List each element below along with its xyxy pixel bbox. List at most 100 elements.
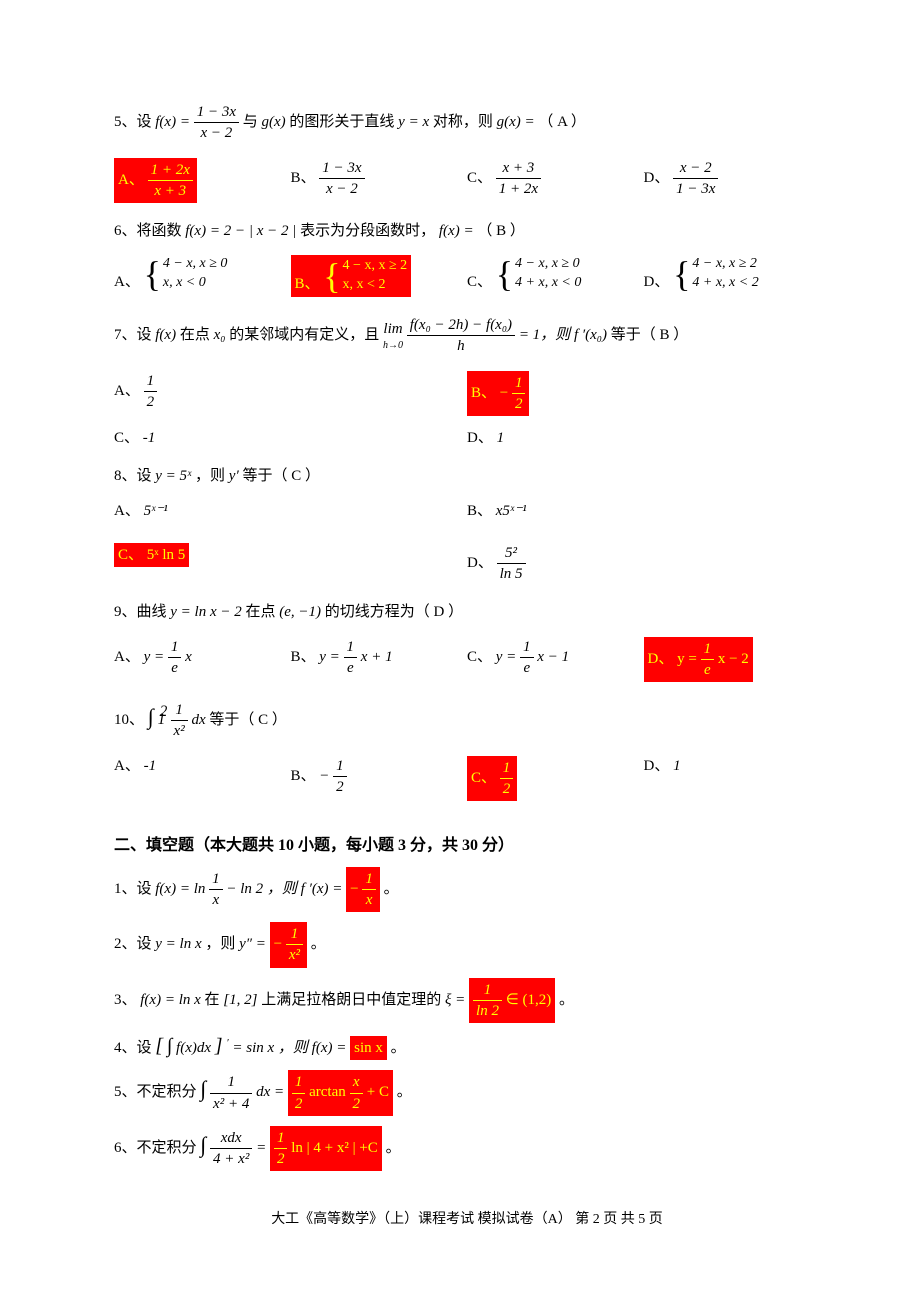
q9-b-pre: y = <box>319 649 343 665</box>
q6-fxeq: f(x) = <box>439 223 474 239</box>
q8-d-den: ln 5 <box>497 564 526 584</box>
q7-b-den: 2 <box>512 394 526 414</box>
q8-stem: 8、设 y = 5ˣ ，则 y′ 等于（ C ） <box>114 466 820 486</box>
q6-a-l2: x, x < 0 <box>163 274 228 293</box>
q5-a-hl: A、 1 + 2xx + 3 <box>114 158 197 204</box>
q5-opt-c: C、 x + 31 + 2x <box>467 158 644 204</box>
q8-options: A、 5ˣ⁻¹ B、 x5ˣ⁻¹ C、 5ˣ ln 5 D、 5²ln 5 <box>114 495 820 591</box>
q8-y: y = 5ˣ <box>155 468 191 484</box>
q5-mid1: 与 <box>243 114 258 130</box>
q8-opt-c: C、 5ˣ ln 5 <box>114 543 467 585</box>
q10-opt-a: A、 -1 <box>114 756 291 802</box>
q10-stem: 10、 ∫ 2 1 1x² dx 等于（ C ） <box>114 700 820 742</box>
f6-num: xdx <box>210 1128 252 1149</box>
f6-label: 6、不定积分 <box>114 1140 197 1156</box>
q10-d-letter: D、 <box>644 758 670 774</box>
f4-fx: f(x)dx <box>176 1040 211 1056</box>
f2-ansden: x² <box>286 945 303 965</box>
q10-int: ∫ <box>148 704 154 729</box>
f1-ans-hl: − 1x <box>346 867 380 913</box>
q7-eq1: = 1，则 <box>519 327 570 343</box>
q7-opt-a: A、 12 <box>114 371 467 417</box>
q6-options: A、 {4 − x, x ≥ 0 x, x < 0 B、 {4 − x, x ≥… <box>114 249 820 303</box>
q5-d-letter: D、 <box>644 170 670 186</box>
q10-c-letter: C、 <box>471 770 496 786</box>
q9-options: A、 y = 1e x B、 y = 1e x + 1 C、 y = 1e x … <box>114 631 820 689</box>
q5-fx-den: x − 2 <box>194 123 239 143</box>
f2-neg: − <box>274 936 282 952</box>
q8-opt-d: D、 5²ln 5 <box>467 543 820 585</box>
q9-c-post: x − 1 <box>537 649 569 665</box>
q5-line: y = x <box>398 114 429 130</box>
q9-c-letter: C、 <box>467 649 492 665</box>
q5-c-letter: C、 <box>467 170 492 186</box>
q8-c-letter: C、 <box>118 547 143 563</box>
q9-c-num: 1 <box>520 637 534 658</box>
q7-limfrac: f(x₀ − 2h) − f(x₀) h <box>407 315 515 357</box>
q10-c-hl: C、 12 <box>467 756 517 802</box>
f4-label: 4、设 <box>114 1040 152 1056</box>
q9-a-letter: A、 <box>114 649 140 665</box>
q7-num: f(x₀ − 2h) − f(x₀) <box>407 315 515 336</box>
f1-period: 。 <box>384 881 399 897</box>
q6-b-l1: 4 − x, x ≥ 2 <box>343 257 408 276</box>
f5-num: 1 <box>210 1072 252 1093</box>
q6-stem: 6、将函数 f(x) = 2 − | x − 2 | 表示为分段函数时， f(x… <box>114 221 820 241</box>
q8-c-expr: 5ˣ ln 5 <box>147 547 186 563</box>
f6-eq: = <box>256 1140 266 1156</box>
q7-stem: 7、设 f(x) 在点 x₀ 的某邻域内有定义，且 lim h→0 f(x₀ −… <box>114 315 820 357</box>
q6-b-l2: x, x < 2 <box>343 276 408 295</box>
q9-a-num: 1 <box>168 637 182 658</box>
f6-period: 。 <box>386 1140 401 1156</box>
f2-ansnum: 1 <box>286 924 303 945</box>
f5-argnum: x <box>350 1072 364 1093</box>
q8-d-num: 5² <box>497 543 526 564</box>
q10-den: x² <box>171 721 188 741</box>
f5-atail: + C <box>367 1085 389 1101</box>
q5-c-num: x + 3 <box>496 158 541 179</box>
f3-mid2: 上满足拉格朗日中值定理的 <box>261 992 441 1008</box>
f4-eq: = sin x ，则 <box>232 1040 308 1056</box>
q9-mid1: 在点 <box>246 604 276 620</box>
q7-c-plain: -1 <box>143 430 156 446</box>
f4-period: 。 <box>391 1040 406 1056</box>
q8-yprime: y′ <box>229 468 239 484</box>
q6-d-l2: 4 + x, x < 2 <box>692 274 758 293</box>
q9-d-pre: y = <box>677 651 700 667</box>
q5-fx-frac: 1 − 3x x − 2 <box>194 102 239 144</box>
q7-opt-b: B、 − 12 <box>467 371 820 417</box>
q6-mid: 表示为分段函数时， <box>300 223 435 239</box>
q6-c-l1: 4 − x, x ≥ 0 <box>515 255 581 274</box>
q10-b-num: 1 <box>333 756 347 777</box>
f2-mid: ，则 <box>205 936 235 952</box>
f4-prime: ′ <box>226 1038 228 1049</box>
q9-a-pre: y = <box>144 649 168 665</box>
f2-period: 。 <box>311 936 326 952</box>
q6-d-l1: 4 − x, x ≥ 2 <box>692 255 758 274</box>
f6-amid: ln | 4 + x² | +C <box>291 1140 378 1156</box>
q10-num: 1 <box>171 700 188 721</box>
f2-ypp: y″ = <box>239 936 266 952</box>
f3-label: 3、 <box>114 992 137 1008</box>
q8-opt-a: A、 5ˣ⁻¹ <box>114 501 467 521</box>
f4-rb: ] <box>215 1035 223 1057</box>
f5-amid: arctan <box>309 1085 346 1101</box>
q5-stem: 5、设 f(x) = 1 − 3x x − 2 与 g(x) 的图形关于直线 y… <box>114 102 820 144</box>
q6-d-letter: D、 <box>644 274 670 290</box>
q5-b-den: x − 2 <box>319 179 364 199</box>
q8-a-expr: 5ˣ⁻¹ <box>144 503 168 519</box>
q6-opt-c: C、 {4 − x, x ≥ 04 + x, x < 0 <box>467 255 644 297</box>
q9-c-pre: y = <box>496 649 520 665</box>
f5-ans-hl: 12 arctan x2 + C <box>288 1070 393 1116</box>
q10-c-num: 1 <box>500 758 514 779</box>
q6-opt-b: B、 {4 − x, x ≥ 2 x, x < 2 <box>291 255 468 297</box>
q10-int-icon: ∫ 2 1 <box>148 704 160 729</box>
f3-xi: ξ = <box>445 992 465 1008</box>
f4-ans-hl: sin x <box>350 1036 387 1060</box>
q9-a-post: x <box>185 649 192 665</box>
q7-lim: lim <box>383 319 403 339</box>
q7-x0: x₀ <box>214 327 226 343</box>
q7-b-hl: B、 − 12 <box>467 371 529 417</box>
q5-label: 5、设 <box>114 114 152 130</box>
q7-b-neg: − <box>500 385 508 401</box>
